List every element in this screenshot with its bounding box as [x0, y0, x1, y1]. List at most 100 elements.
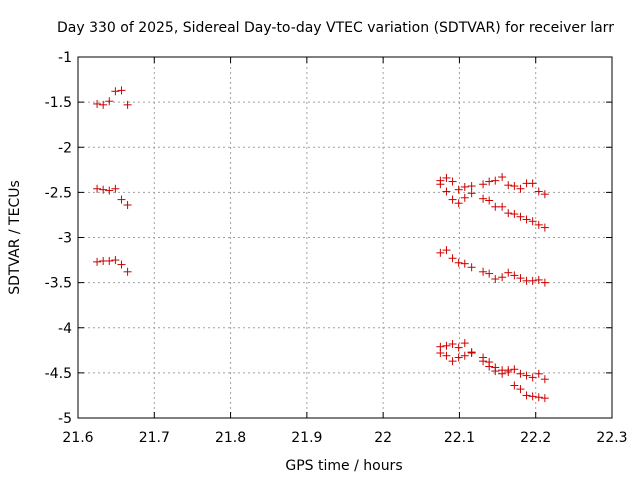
data-point [504, 268, 513, 277]
data-point [460, 351, 469, 360]
data-point [540, 394, 549, 403]
data-point [454, 353, 463, 362]
x-tick-label: 21.6 [62, 430, 93, 446]
data-point [467, 349, 476, 358]
data-point [442, 187, 451, 196]
data-point [504, 181, 513, 190]
y-tick-label: -3 [58, 231, 72, 247]
data-points [93, 86, 549, 403]
data-point [498, 202, 507, 211]
data-point [442, 351, 451, 360]
data-point [498, 173, 507, 182]
data-point [123, 267, 132, 276]
y-tick-label: -5 [58, 411, 72, 427]
y-tick-label: -4.5 [45, 366, 72, 382]
data-point [522, 371, 531, 380]
data-point [448, 357, 457, 366]
data-point [479, 180, 488, 189]
data-point [510, 182, 519, 191]
data-point [442, 173, 451, 182]
y-tick-label: -4 [58, 321, 72, 337]
data-point [534, 220, 543, 229]
x-tick-label: 22.2 [520, 430, 551, 446]
data-point [485, 177, 494, 186]
data-point [93, 257, 102, 266]
data-point [436, 349, 445, 358]
data-point [93, 184, 102, 193]
data-point [516, 274, 525, 283]
data-point [510, 365, 519, 374]
data-point [442, 341, 451, 350]
data-point [442, 246, 451, 255]
data-point [123, 100, 132, 109]
data-point [522, 215, 531, 224]
data-point [436, 248, 445, 257]
data-point [436, 176, 445, 185]
data-point [460, 339, 469, 348]
x-tick-label: 21.9 [291, 430, 322, 446]
data-point [105, 97, 114, 106]
data-point [485, 362, 494, 371]
data-point [510, 381, 519, 390]
data-point [491, 176, 500, 185]
chart-title: Day 330 of 2025, Sidereal Day-to-day VTE… [57, 20, 614, 36]
data-point [540, 223, 549, 232]
data-point [540, 190, 549, 199]
data-point [467, 182, 476, 191]
data-point [528, 217, 537, 226]
data-point [534, 369, 543, 378]
data-point [111, 256, 120, 265]
data-point [479, 267, 488, 276]
y-tick-label: -2.5 [45, 185, 72, 201]
data-point [460, 182, 469, 191]
data-point [516, 385, 525, 394]
data-point [460, 193, 469, 202]
data-point [504, 209, 513, 218]
data-point [454, 185, 463, 194]
data-point [534, 187, 543, 196]
data-point [540, 375, 549, 384]
data-point [454, 258, 463, 267]
data-point [454, 199, 463, 208]
data-point [491, 202, 500, 211]
y-tick-label: -3.5 [45, 276, 72, 292]
data-point [485, 269, 494, 278]
y-tick-label: -1 [58, 50, 72, 66]
data-point [105, 256, 114, 265]
data-point [528, 276, 537, 285]
data-point [510, 271, 519, 280]
data-point [448, 177, 457, 186]
data-point [467, 263, 476, 272]
data-point [99, 100, 108, 109]
data-point [528, 373, 537, 382]
data-point [491, 367, 500, 376]
data-point [516, 184, 525, 193]
data-point [516, 369, 525, 378]
data-point [448, 254, 457, 263]
data-point [117, 86, 126, 95]
data-point [498, 273, 507, 282]
data-point [117, 195, 126, 204]
data-point [491, 275, 500, 284]
y-tick-label: -1.5 [45, 95, 72, 111]
data-point [510, 210, 519, 219]
x-tick-label: 22.1 [444, 430, 475, 446]
data-point [516, 212, 525, 221]
data-point [467, 189, 476, 198]
x-tick-label: 22.3 [596, 430, 627, 446]
ticks: 21.6 21.7 21.8 21.9 22 22.1 22.2 22.3 -5 -4.5 -4 -3… [45, 50, 628, 446]
data-point [111, 184, 120, 193]
y-tick-label: -2 [58, 140, 72, 156]
plot-frame [77, 56, 613, 419]
data-point [479, 194, 488, 203]
data-point [460, 259, 469, 268]
y-axis-label: SDTVAR / TECUs [7, 180, 23, 295]
data-point [534, 393, 543, 402]
data-point [99, 185, 108, 194]
data-point [528, 392, 537, 401]
data-point [111, 87, 120, 96]
x-tick-label: 21.7 [139, 430, 170, 446]
data-point [93, 99, 102, 108]
data-point [522, 391, 531, 400]
